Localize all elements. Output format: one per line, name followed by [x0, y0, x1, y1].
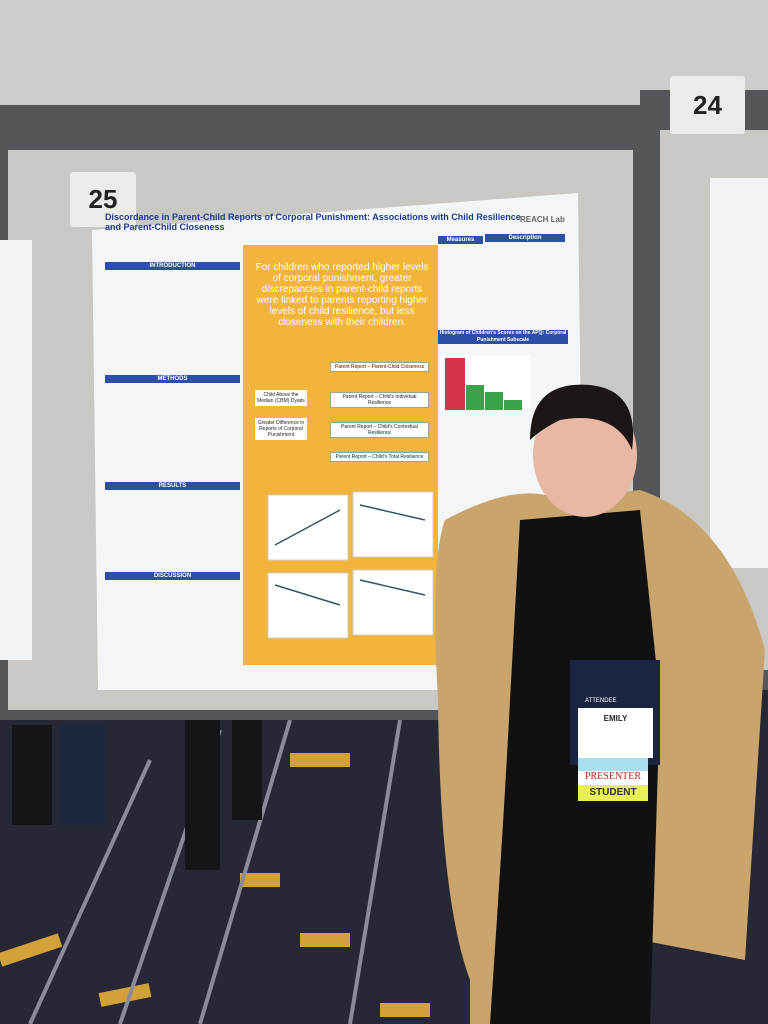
badge-name: EMILY [603, 714, 628, 723]
predictor: Child Above the Median (CBM) Dyads [255, 390, 307, 406]
outcome: Parent Report – Child's Total Resilience [330, 452, 429, 462]
section-heading: INTRODUCTION [105, 262, 240, 270]
section-heading: METHODS [105, 375, 240, 383]
hist-shape [466, 385, 484, 410]
badge-role: PRESENTER [584, 771, 642, 782]
outcome: Parent Report – Parent-Child Closeness [330, 362, 429, 372]
badge-status: STUDENT [589, 787, 637, 798]
carpet-stripes [0, 753, 430, 1017]
ribbon [578, 785, 648, 801]
moderator: Greater Difference in Reports of Corpora… [255, 418, 307, 440]
poster-title: Discordance in Parent-Child Reports of C… [105, 212, 521, 232]
trend-lines [274, 504, 426, 606]
table-header: Measures [438, 236, 483, 244]
sign: 24 [670, 76, 745, 134]
hist-shape [485, 392, 503, 410]
outcome: Parent Report – Child's Individual Resil… [330, 392, 429, 408]
dress [490, 510, 660, 1024]
legs [12, 720, 262, 870]
badge-card [578, 708, 653, 758]
highlight-text: For children who reported higher levels … [255, 262, 429, 328]
histogram-title: Histogram of Children's Scores on the AP… [438, 330, 568, 344]
poster-logo: REACH Lab [520, 215, 565, 224]
hair [530, 384, 634, 450]
section-heading: DISCUSSION [105, 572, 240, 580]
badge-attendee: ATTENDEE [585, 698, 617, 704]
table-header: Description [485, 234, 565, 242]
sign: 25 [70, 172, 136, 227]
ribbon [578, 758, 648, 772]
hist-shape [504, 400, 522, 410]
poster-left [0, 240, 32, 660]
outcome: Parent Report – Child's Contextual Resil… [330, 422, 429, 438]
hist-shape [445, 358, 465, 410]
ribbon [578, 771, 648, 785]
poster-right [710, 178, 768, 568]
section-heading: RESULTS [105, 482, 240, 490]
